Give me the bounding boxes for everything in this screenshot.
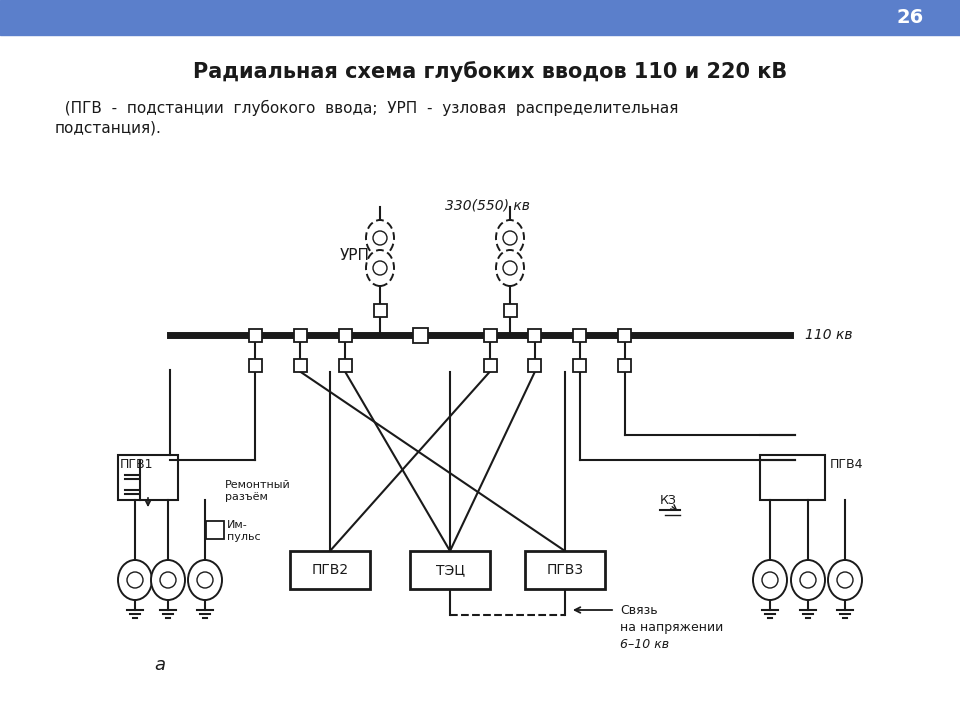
Circle shape — [197, 572, 213, 588]
Bar — [525, 551, 605, 589]
Bar — [249, 328, 261, 341]
Ellipse shape — [828, 560, 862, 600]
Bar — [294, 328, 306, 341]
Text: КЗ: КЗ — [660, 493, 677, 506]
Circle shape — [837, 572, 853, 588]
Ellipse shape — [791, 560, 825, 600]
Bar — [503, 304, 516, 317]
Bar — [249, 359, 261, 372]
Text: ПГВ2: ПГВ2 — [311, 563, 348, 577]
Bar — [118, 455, 178, 500]
Text: а: а — [155, 656, 165, 674]
Text: подстанция).: подстанция). — [55, 120, 162, 135]
Bar — [206, 521, 224, 539]
Circle shape — [800, 572, 816, 588]
Text: на напряжении: на напряжении — [620, 621, 723, 634]
Bar — [573, 328, 587, 341]
Text: 6–10 кв: 6–10 кв — [620, 639, 669, 652]
Bar — [373, 304, 387, 317]
Bar — [290, 551, 370, 589]
Text: 330(550) кв: 330(550) кв — [445, 198, 530, 212]
Bar — [0, 0, 960, 35]
Bar — [573, 359, 587, 372]
Ellipse shape — [366, 250, 394, 286]
Bar — [484, 359, 496, 372]
Circle shape — [762, 572, 778, 588]
Bar — [339, 328, 351, 341]
Bar — [294, 359, 306, 372]
Text: ТЭЦ: ТЭЦ — [436, 563, 465, 577]
Text: 26: 26 — [897, 7, 924, 27]
Bar — [410, 551, 490, 589]
Text: (ПГВ  -  подстанции  глубокого  ввода;  УРП  -  узловая  распределительная: (ПГВ - подстанции глубокого ввода; УРП -… — [55, 100, 679, 116]
Circle shape — [160, 572, 176, 588]
Ellipse shape — [188, 560, 222, 600]
Ellipse shape — [118, 560, 152, 600]
Bar — [413, 328, 427, 343]
Text: ПГВ1: ПГВ1 — [120, 459, 154, 472]
Bar — [760, 455, 825, 500]
Text: Ремонтный
разъём: Ремонтный разъём — [225, 480, 291, 502]
Text: УРП: УРП — [340, 248, 370, 263]
Ellipse shape — [496, 250, 524, 286]
Bar — [618, 328, 632, 341]
Ellipse shape — [151, 560, 185, 600]
Bar — [529, 359, 541, 372]
Text: Им-
пульс: Им- пульс — [227, 520, 260, 541]
Bar — [618, 359, 632, 372]
Ellipse shape — [366, 220, 394, 256]
Text: ПГВ3: ПГВ3 — [546, 563, 584, 577]
Ellipse shape — [496, 220, 524, 256]
Text: 110 кв: 110 кв — [805, 328, 852, 342]
Bar — [529, 328, 541, 341]
Ellipse shape — [753, 560, 787, 600]
Circle shape — [373, 231, 387, 245]
Text: ПГВ4: ПГВ4 — [830, 459, 863, 472]
Bar — [484, 328, 496, 341]
Circle shape — [373, 261, 387, 275]
Circle shape — [127, 572, 143, 588]
Text: Радиальная схема глубоких вводов 110 и 220 кВ: Радиальная схема глубоких вводов 110 и 2… — [193, 61, 787, 83]
Bar — [339, 359, 351, 372]
Circle shape — [503, 261, 517, 275]
Circle shape — [503, 231, 517, 245]
Text: Связь: Связь — [620, 603, 658, 616]
